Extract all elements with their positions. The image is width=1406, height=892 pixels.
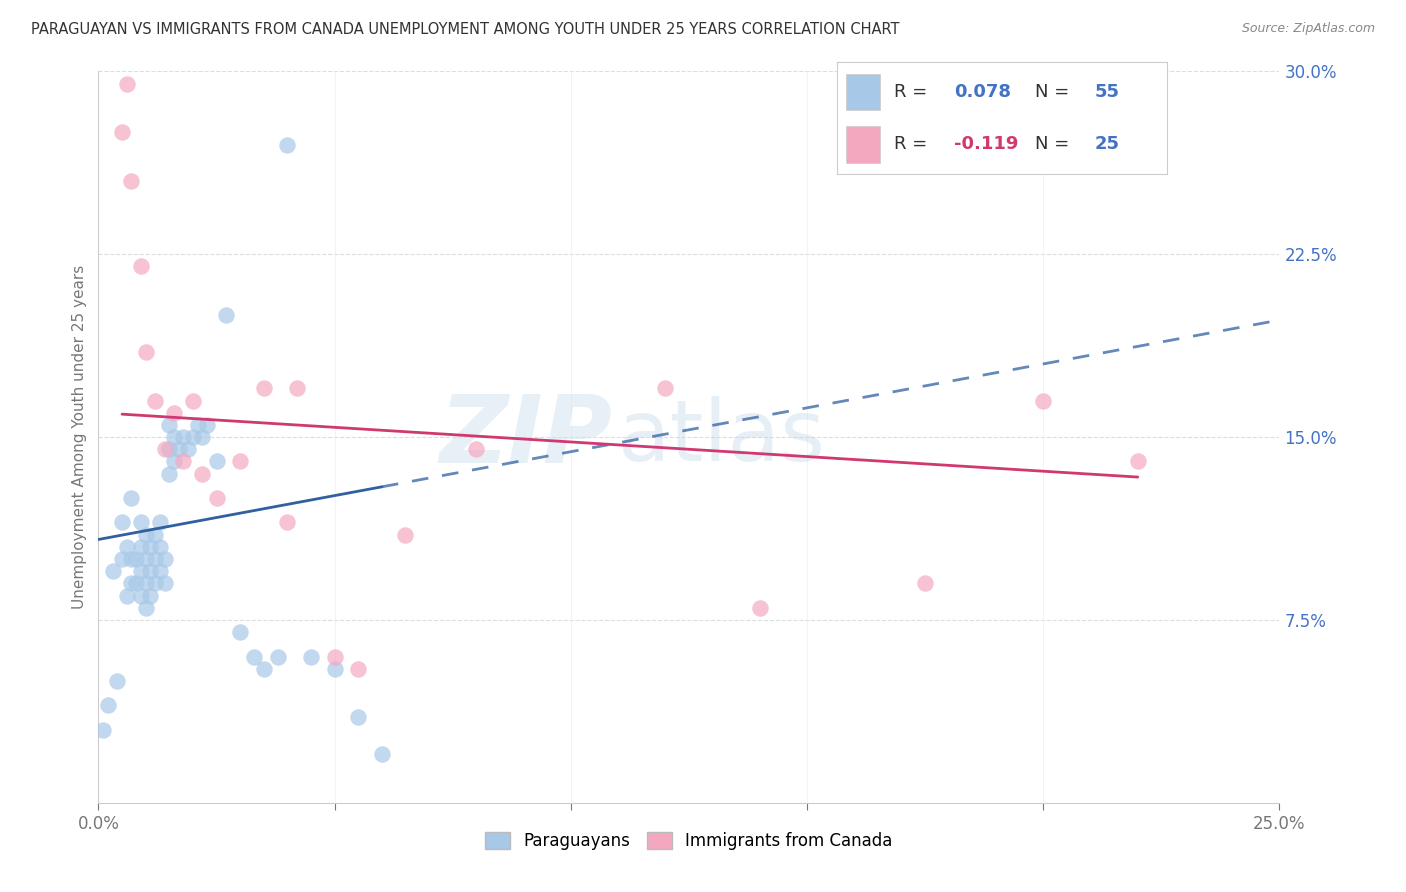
Point (285, 381, 308, 395)
Text: 55: 55 (1094, 83, 1119, 101)
Point (347, 710, 370, 724)
Point (139, 589, 162, 603)
Text: ZIP: ZIP (439, 391, 612, 483)
Text: N =: N = (1035, 83, 1074, 101)
Point (111, 125, 134, 139)
Point (163, 454, 186, 468)
Point (167, 442, 190, 457)
Point (1032, 393, 1054, 408)
Point (135, 552, 157, 566)
Point (135, 600, 157, 615)
Text: R =: R = (894, 83, 934, 101)
Point (121, 576, 143, 591)
Text: N =: N = (1035, 136, 1074, 153)
Point (153, 576, 176, 591)
Point (149, 540, 172, 554)
Point (115, 540, 138, 554)
Text: -0.119: -0.119 (953, 136, 1018, 153)
Point (215, 308, 238, 322)
Point (371, 747, 394, 761)
Point (229, 454, 252, 468)
Legend: Paraguayans, Immigrants from Canada: Paraguayans, Immigrants from Canada (478, 825, 900, 856)
Point (153, 552, 176, 566)
Point (129, 260, 152, 274)
Point (299, 649, 322, 664)
Point (191, 467, 214, 481)
Point (97, 698, 120, 713)
Point (163, 430, 186, 444)
Point (654, 381, 676, 395)
Text: 25: 25 (1094, 136, 1119, 153)
Point (163, 406, 186, 420)
Text: 0.078: 0.078 (953, 83, 1011, 101)
Text: R =: R = (894, 136, 934, 153)
Point (205, 491, 228, 505)
Point (125, 552, 148, 566)
Point (143, 527, 166, 541)
Point (153, 442, 176, 457)
Point (157, 442, 180, 457)
Point (347, 662, 370, 676)
Point (111, 516, 134, 530)
Point (253, 662, 276, 676)
Point (267, 649, 290, 664)
Point (129, 540, 152, 554)
Point (157, 417, 180, 432)
Point (135, 527, 157, 541)
Point (323, 649, 346, 664)
Point (191, 430, 214, 444)
Point (181, 430, 204, 444)
Point (394, 527, 416, 541)
Point (121, 174, 143, 188)
Point (139, 540, 162, 554)
Point (229, 625, 252, 640)
Point (195, 417, 218, 432)
Point (748, 600, 770, 615)
Point (465, 442, 488, 457)
Point (115, 589, 138, 603)
Point (276, 137, 298, 152)
Point (129, 516, 152, 530)
Point (323, 662, 346, 676)
Point (135, 344, 157, 359)
Point (115, 77, 138, 91)
Point (149, 564, 172, 578)
Point (177, 442, 200, 457)
Point (253, 381, 276, 395)
Point (143, 576, 166, 591)
Text: atlas: atlas (619, 395, 827, 479)
Text: PARAGUAYAN VS IMMIGRANTS FROM CANADA UNEMPLOYMENT AMONG YOUTH UNDER 25 YEARS COR: PARAGUAYAN VS IMMIGRANTS FROM CANADA UNE… (31, 22, 900, 37)
Point (1126, 454, 1149, 468)
Y-axis label: Unemployment Among Youth under 25 years: Unemployment Among Youth under 25 years (72, 265, 87, 609)
FancyBboxPatch shape (846, 126, 880, 162)
Point (129, 564, 152, 578)
FancyBboxPatch shape (846, 73, 880, 111)
Point (101, 564, 124, 578)
Point (187, 417, 209, 432)
Point (149, 516, 172, 530)
Point (143, 552, 166, 566)
Point (125, 576, 148, 591)
Point (121, 552, 143, 566)
Point (172, 454, 194, 468)
Point (143, 393, 166, 408)
Point (135, 576, 157, 591)
Point (205, 454, 228, 468)
Text: Source: ZipAtlas.com: Source: ZipAtlas.com (1241, 22, 1375, 36)
Point (157, 467, 180, 481)
Point (129, 589, 152, 603)
Point (91, 723, 114, 737)
Point (105, 673, 128, 688)
Point (172, 430, 194, 444)
Point (276, 516, 298, 530)
Point (914, 576, 936, 591)
Point (111, 552, 134, 566)
Point (121, 491, 143, 505)
Point (139, 564, 162, 578)
Point (181, 393, 204, 408)
Point (243, 649, 266, 664)
